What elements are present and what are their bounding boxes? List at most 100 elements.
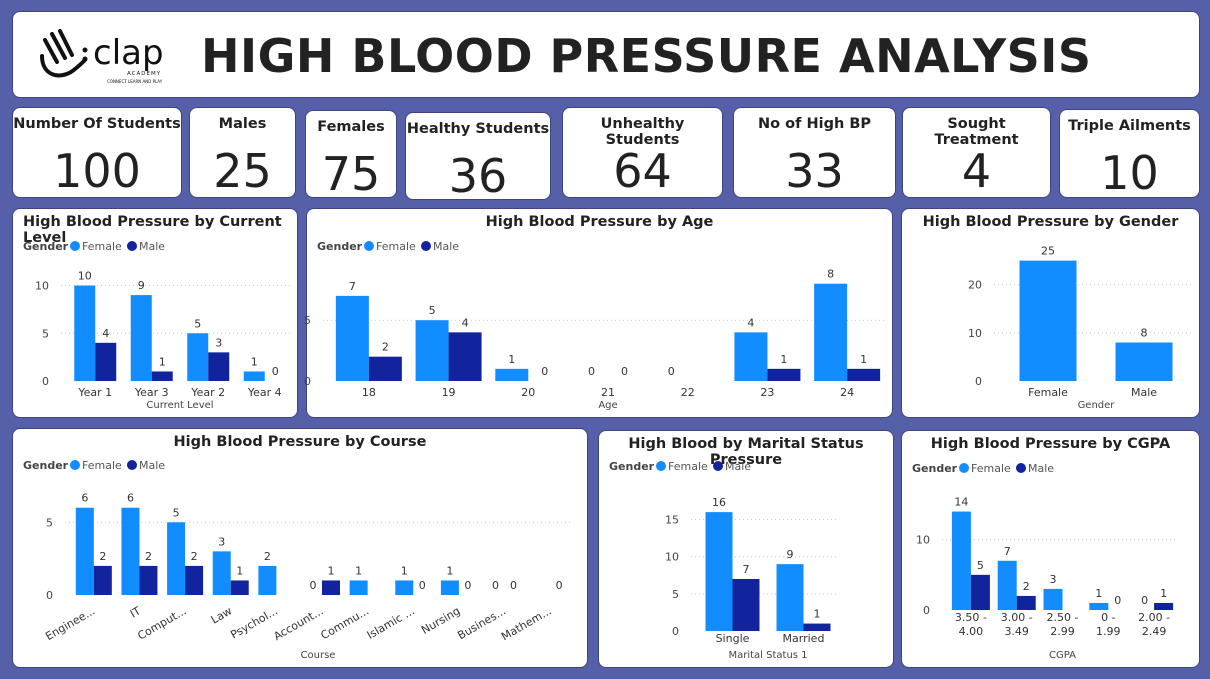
data-label: 6: [81, 492, 88, 505]
data-label: 1: [355, 564, 362, 577]
data-label: 0: [419, 579, 426, 592]
header-card: clap ACADEMY CONNECT LEARN AND PLAY HIGH…: [12, 11, 1200, 98]
y-tick-label: 10: [916, 534, 930, 547]
data-label: 0: [588, 365, 595, 378]
bar-female: [395, 580, 414, 595]
kpi-value: 25: [213, 144, 272, 198]
x-tick-label: 0 -: [1101, 611, 1115, 624]
kpi-label: Sought Treatment: [934, 116, 1019, 148]
data-label: 8: [827, 268, 834, 281]
bar-male: [95, 342, 117, 381]
y-tick-label: 5: [46, 516, 53, 529]
data-label: 0: [272, 365, 279, 378]
x-tick-label: 3.50 -: [955, 611, 987, 624]
y-tick-label: 0: [46, 589, 53, 602]
data-label: 4: [747, 316, 754, 329]
x-tick-label: 4.00: [959, 625, 984, 638]
bar-male: [448, 332, 482, 381]
x-tick-label: 3.00 -: [1001, 611, 1033, 624]
bar-male: [1016, 595, 1036, 610]
data-label: 5: [173, 506, 180, 519]
x-tick-label: Enginee...: [43, 604, 97, 643]
legend-male-label: Male: [725, 460, 751, 473]
kpi-label: Unhealthy Students: [600, 116, 685, 148]
chart-title: High Blood Pressure by Age: [485, 214, 714, 230]
y-tick-label: 0: [304, 375, 311, 388]
data-label: 8: [1141, 326, 1148, 339]
kpi-label: No of High BP: [758, 116, 871, 132]
y-tick-label: 10: [665, 551, 679, 564]
bar-male: [767, 368, 801, 381]
legend-female-marker: [959, 463, 969, 473]
data-label: 3: [218, 535, 225, 548]
x-tick-label: Female: [1028, 386, 1068, 399]
chart-title: High Blood Pressure by Course: [173, 434, 427, 450]
data-label: 1: [401, 564, 408, 577]
legend-male-marker: [713, 461, 723, 471]
kpi-triple-ailments: Triple Ailments 10: [1059, 109, 1200, 200]
data-label: 9: [138, 279, 145, 292]
data-label: 5: [977, 559, 984, 572]
data-label: 9: [787, 548, 794, 561]
y-tick-label: 20: [968, 279, 982, 292]
legend-male-marker: [421, 241, 431, 251]
data-label: 1: [1160, 587, 1167, 600]
bar-female: [121, 507, 140, 595]
bar-value: [1019, 260, 1077, 381]
data-label: 7: [349, 280, 356, 293]
data-label: 6: [127, 492, 134, 505]
kpi-label: Number Of Students: [13, 116, 181, 132]
bar-female: [997, 560, 1017, 610]
y-tick-label: 10: [35, 280, 49, 293]
x-tick-label: 21: [601, 386, 615, 399]
kpi-value: 33: [785, 144, 844, 198]
x-tick-label: Law: [209, 604, 234, 626]
data-label: 5: [194, 317, 201, 330]
legend-title: Gender: [609, 460, 655, 473]
bar-male: [803, 623, 831, 631]
data-label: 5: [429, 304, 436, 317]
legend-male-label: Male: [433, 240, 459, 253]
bar-male: [93, 565, 112, 595]
bar-female: [776, 564, 804, 631]
data-label: 25: [1041, 245, 1055, 258]
x-axis-title: CGPA: [1049, 650, 1076, 661]
bar-female: [74, 285, 96, 381]
x-tick-label: Single: [716, 632, 750, 645]
y-tick-label: 0: [975, 375, 982, 388]
x-axis-title: Gender: [1078, 400, 1116, 411]
data-label: 1: [860, 353, 867, 366]
bar-female: [258, 565, 277, 595]
x-tick-label: 18: [362, 386, 376, 399]
bar-male: [322, 580, 340, 595]
bar-male: [732, 579, 760, 631]
x-tick-label: Mathem...: [499, 604, 554, 643]
data-label: 0: [510, 579, 517, 592]
x-tick-label: 1.99: [1096, 625, 1121, 638]
legend-female-label: Female: [668, 460, 708, 473]
bar-female: [349, 580, 368, 595]
data-label: 3: [215, 336, 222, 349]
data-label: 1: [1095, 587, 1102, 600]
bar-male: [970, 574, 990, 610]
data-label: 0: [541, 365, 548, 378]
bar-male: [139, 565, 158, 595]
y-tick-label: 5: [42, 327, 49, 340]
x-tick-label: 2.00 -: [1138, 611, 1170, 624]
kpi-value: 36: [448, 149, 508, 203]
bar-male: [208, 352, 230, 381]
y-tick-label: 15: [665, 514, 679, 527]
bar-male: [230, 580, 249, 595]
legend-male-marker: [127, 460, 137, 470]
bar-female: [734, 332, 768, 381]
x-tick-label: IT: [128, 604, 143, 620]
kpi-label: Females: [317, 119, 385, 135]
data-label: 0: [1141, 594, 1148, 607]
data-label: 1: [446, 564, 453, 577]
legend-title: Gender: [912, 462, 958, 475]
x-axis-title: Age: [598, 400, 617, 411]
data-label: 2: [191, 550, 198, 563]
chart-title: High Blood Pressure by Gender: [922, 214, 1179, 230]
x-axis-title: Current Level: [146, 400, 213, 411]
legend-title: Gender: [317, 240, 363, 253]
